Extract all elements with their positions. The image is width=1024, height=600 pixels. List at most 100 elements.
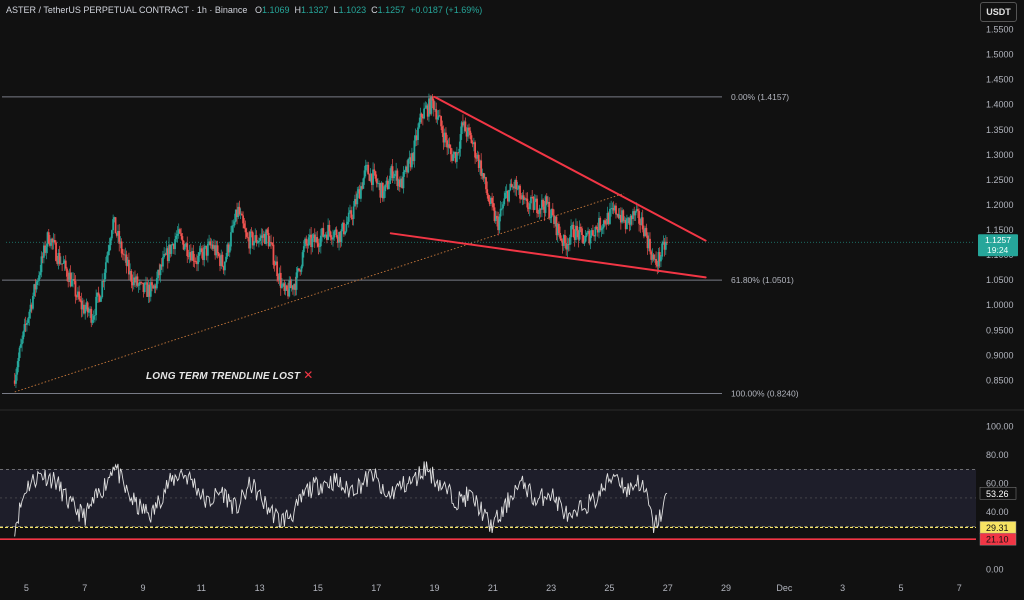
candle-body bbox=[417, 127, 419, 141]
candle-body bbox=[492, 203, 495, 208]
candle-body bbox=[613, 205, 616, 211]
candle-body bbox=[89, 308, 91, 312]
candle-body bbox=[419, 113, 422, 123]
candle-body bbox=[559, 233, 562, 239]
candle-body bbox=[255, 235, 258, 244]
candle-body bbox=[29, 304, 32, 312]
candle-body bbox=[249, 231, 252, 249]
candle-body bbox=[449, 147, 452, 155]
candle-body bbox=[347, 212, 350, 222]
candle-body bbox=[627, 217, 630, 219]
candle-body bbox=[663, 241, 666, 250]
candle-body bbox=[589, 235, 592, 244]
candle-body bbox=[392, 176, 395, 179]
candle-body bbox=[194, 261, 197, 262]
candle-body bbox=[384, 184, 387, 192]
candle-body bbox=[73, 279, 76, 281]
candle-body bbox=[664, 241, 667, 250]
candle-body bbox=[355, 199, 357, 205]
candle-body bbox=[323, 234, 326, 237]
candle-body bbox=[211, 244, 214, 249]
candle-body bbox=[445, 132, 447, 141]
candle-body bbox=[474, 142, 476, 158]
candle-body bbox=[345, 224, 348, 232]
candle-body bbox=[137, 284, 140, 286]
candle-body bbox=[343, 222, 345, 235]
candle-body bbox=[264, 233, 266, 244]
candle-body bbox=[395, 170, 398, 174]
candle-body bbox=[136, 276, 139, 286]
candle-body bbox=[57, 252, 60, 264]
close-value: 1.1257 bbox=[377, 5, 406, 15]
candle-body bbox=[442, 133, 445, 143]
candle-body bbox=[621, 210, 623, 223]
candle-body bbox=[391, 166, 394, 179]
candle-body bbox=[479, 160, 481, 168]
candle-body bbox=[217, 253, 220, 256]
time-tick-label: 3 bbox=[840, 583, 845, 593]
candle-body bbox=[617, 214, 620, 219]
candle-body bbox=[332, 237, 334, 240]
candle-body bbox=[634, 211, 637, 216]
candle-body bbox=[489, 197, 492, 204]
candle-body bbox=[271, 242, 274, 245]
candle-body bbox=[126, 259, 129, 266]
candle-body bbox=[185, 243, 187, 247]
candle-body bbox=[226, 244, 229, 257]
candle-body bbox=[653, 259, 656, 260]
candle-body bbox=[341, 222, 344, 230]
candle-body bbox=[60, 263, 62, 265]
high-label: H bbox=[294, 5, 302, 15]
price-tick-label: 1.4000 bbox=[986, 100, 1014, 110]
candle-body bbox=[505, 190, 508, 193]
candle-body bbox=[598, 217, 600, 233]
candle-body bbox=[606, 212, 609, 225]
time-tick-label: 19 bbox=[430, 583, 440, 593]
time-tick-label: 25 bbox=[604, 583, 614, 593]
candle-body bbox=[282, 283, 285, 285]
candle-body bbox=[440, 116, 442, 127]
candle-body bbox=[180, 233, 183, 237]
candle-body bbox=[531, 196, 534, 198]
candle-body bbox=[33, 284, 36, 297]
candle-body bbox=[639, 223, 642, 225]
candle-body bbox=[615, 205, 617, 215]
candle-body bbox=[434, 109, 436, 110]
candle-body bbox=[560, 238, 563, 241]
candle-body bbox=[117, 230, 119, 236]
candle-body bbox=[74, 280, 77, 297]
candle-body bbox=[362, 178, 365, 189]
candle-body bbox=[153, 285, 156, 289]
currency-button[interactable]: USDT bbox=[980, 2, 1017, 22]
time-tick-label: 23 bbox=[546, 583, 556, 593]
candle-body bbox=[181, 236, 184, 241]
candle-body bbox=[351, 217, 354, 219]
candle-body bbox=[77, 291, 79, 297]
candle-body bbox=[165, 248, 168, 255]
candle-body bbox=[113, 217, 116, 220]
time-tick-label: Dec bbox=[776, 583, 793, 593]
candle-body bbox=[497, 218, 500, 231]
candle-body bbox=[356, 193, 359, 205]
candle-body bbox=[186, 243, 189, 257]
candle-body bbox=[378, 183, 381, 184]
candle-body bbox=[104, 262, 107, 273]
time-tick-label: 5 bbox=[24, 583, 29, 593]
candle-body bbox=[158, 269, 161, 276]
candle-body bbox=[360, 186, 362, 199]
candle-body bbox=[247, 236, 249, 238]
candle-body bbox=[561, 240, 564, 246]
candle-body bbox=[188, 252, 191, 257]
candle-body bbox=[268, 242, 271, 247]
price-tick-label: 1.2500 bbox=[986, 175, 1014, 185]
candle-body bbox=[198, 252, 201, 256]
candle-body bbox=[655, 259, 657, 265]
candle-body bbox=[446, 140, 449, 148]
candle-body bbox=[172, 243, 175, 250]
candle-body bbox=[458, 148, 461, 153]
candle-body bbox=[155, 278, 158, 289]
candle-body bbox=[152, 285, 155, 289]
candle-body bbox=[149, 282, 152, 297]
candle-body bbox=[519, 185, 521, 199]
